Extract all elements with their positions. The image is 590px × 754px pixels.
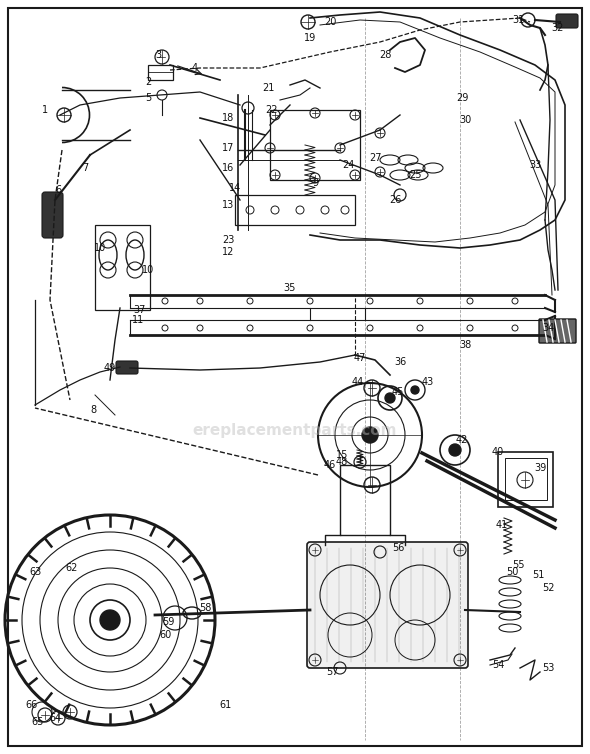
FancyBboxPatch shape [539,319,576,343]
Text: 16: 16 [222,163,234,173]
Text: 63: 63 [29,567,41,577]
Text: 6: 6 [55,185,61,195]
Text: 12: 12 [222,247,234,257]
Circle shape [449,444,461,456]
Text: 17: 17 [222,143,234,153]
FancyBboxPatch shape [556,14,578,28]
Bar [235,195,355,225]
Text: 59: 59 [162,617,174,627]
Text: 13: 13 [222,200,234,210]
Text: 61: 61 [219,700,231,710]
Text: 57: 57 [326,667,338,677]
Text: 42: 42 [456,435,468,445]
Text: 7: 7 [82,163,88,173]
Text: 58: 58 [199,603,211,613]
Text: 2: 2 [145,77,151,87]
Bar [498,452,553,507]
Text: ereplacementparts.com: ereplacementparts.com [193,422,397,437]
Text: 23: 23 [222,235,234,245]
Text: 56: 56 [392,543,404,553]
Text: 10: 10 [94,243,106,253]
Text: 53: 53 [542,663,554,673]
Text: 49: 49 [104,363,116,373]
Text: 5: 5 [145,93,151,103]
Bar [95,225,150,310]
Text: 10: 10 [142,265,154,275]
Circle shape [362,427,378,443]
Text: 47: 47 [354,353,366,363]
Bar [148,65,173,80]
FancyBboxPatch shape [42,192,63,238]
Text: 21: 21 [262,83,274,93]
Text: 62: 62 [66,563,78,573]
Text: 32: 32 [552,23,564,33]
Text: 44: 44 [352,377,364,387]
Bar [270,110,360,180]
Text: 19: 19 [304,33,316,43]
Text: 27: 27 [369,153,381,163]
Text: 55: 55 [512,560,525,570]
Text: 54: 54 [492,660,504,670]
Text: 25: 25 [409,170,421,180]
Text: 51: 51 [532,570,544,580]
Text: 45: 45 [392,387,404,397]
Text: 20: 20 [324,17,336,27]
Circle shape [385,393,395,403]
Text: 26: 26 [389,195,401,205]
Text: 39: 39 [534,463,546,473]
Text: 15: 15 [336,450,348,460]
Circle shape [411,386,419,394]
Text: 30: 30 [459,115,471,125]
Text: 40: 40 [492,447,504,457]
Text: 28: 28 [379,50,391,60]
Text: 36: 36 [394,357,406,367]
Text: 3: 3 [155,50,161,60]
Text: 8: 8 [90,405,96,415]
Text: 64: 64 [49,713,61,723]
Bar [505,458,547,500]
Text: 66: 66 [26,700,38,710]
Text: 52: 52 [542,583,554,593]
Bar [340,465,390,535]
Text: 11: 11 [132,315,144,325]
Circle shape [100,610,120,630]
Text: 35: 35 [284,283,296,293]
Text: 9: 9 [312,178,318,188]
Text: 31: 31 [512,15,524,25]
FancyBboxPatch shape [307,542,468,668]
Text: 29: 29 [456,93,468,103]
Text: 46: 46 [324,460,336,470]
Text: 60: 60 [159,630,171,640]
Text: 24: 24 [342,160,354,170]
Text: 43: 43 [422,377,434,387]
FancyBboxPatch shape [116,361,138,374]
Text: 1: 1 [42,105,48,115]
Text: 14: 14 [229,183,241,193]
Text: 48: 48 [336,457,348,467]
Text: 50: 50 [506,567,518,577]
Text: 18: 18 [222,113,234,123]
Text: 4: 4 [192,63,198,73]
Text: 22: 22 [266,105,278,115]
Text: 65: 65 [32,717,44,727]
Text: 38: 38 [459,340,471,350]
Text: 34: 34 [542,323,554,333]
Text: 41: 41 [496,520,508,530]
Text: 33: 33 [529,160,541,170]
Text: 37: 37 [134,305,146,315]
